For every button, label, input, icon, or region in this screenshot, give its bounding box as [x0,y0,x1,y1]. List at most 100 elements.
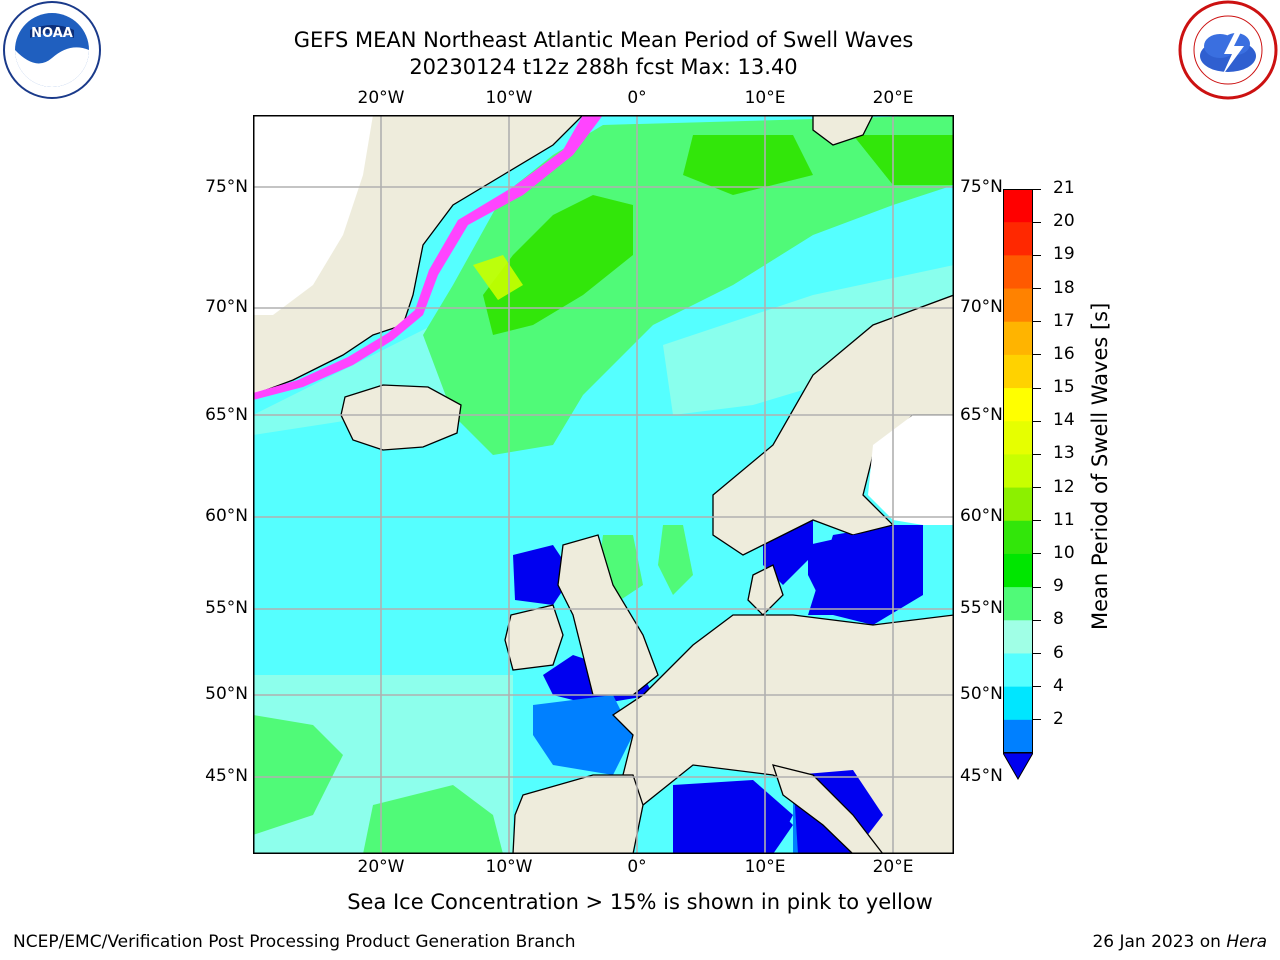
landmass-iberia [512,774,644,854]
colorbar-band [1003,321,1033,356]
swell-region [683,135,813,195]
colorbar-band [1003,288,1033,323]
colorbar-tick-label: 2 [1053,708,1064,729]
colorbar-tick-mark [1033,420,1041,422]
colorbar-band [1003,719,1033,754]
map-panel [253,115,954,854]
lon-label-bottom: 20°W [357,857,405,877]
chart-title: GEFS MEAN Northeast Atlantic Mean Period… [293,28,914,52]
lon-label-top: 20°E [872,88,914,108]
colorbar-tick-label: 9 [1053,576,1064,597]
colorbar-band [1003,587,1033,621]
colorbar-band [1003,553,1033,588]
lon-label-bottom: 10°W [485,857,533,877]
footer-date: 26 Jan 2023 on Hera [1092,932,1267,952]
colorbar-tick-mark [1033,586,1041,588]
chart-subtitle: 20230124 t12z 288h fcst Max: 13.40 [409,55,798,79]
colorbar [1002,189,1034,781]
lat-label-left: 45°N [205,766,248,786]
colorbar-tick-mark [1033,520,1041,522]
colorbar-tick-label: 12 [1053,476,1075,497]
lat-label-left: 65°N [205,405,248,425]
colorbar-tick-mark [1033,387,1041,389]
colorbar-tick-mark [1033,653,1041,654]
landmass-iceland [340,384,462,451]
colorbar-frame [1003,189,1033,753]
colorbar-tick-mark [1033,487,1041,489]
lat-label-right: 50°N [960,684,1003,704]
landmass-svalbard [812,115,874,146]
lat-label-left: 55°N [205,598,248,618]
lat-label-left: 60°N [205,506,248,526]
swell-region [253,715,343,835]
colorbar-band [1003,421,1033,455]
colorbar-tick-label: 4 [1053,675,1064,696]
noaa-logo: NOAA [0,0,104,100]
lon-label-top: 10°W [485,88,533,108]
map-frame [253,115,954,854]
colorbar-band [1003,354,1033,389]
colorbar-tick-mark [1033,453,1041,455]
footer-date-text: 26 Jan 2023 on [1092,932,1227,952]
colorbar-tick-label: 6 [1053,642,1064,663]
graticule [253,115,954,854]
colorbar-tick-mark [1033,188,1041,190]
colorbar-tick-mark [1033,719,1041,721]
lat-label-left: 75°N [205,177,248,197]
colorbar-band [1003,454,1033,489]
lat-label-right: 45°N [960,766,1003,786]
colorbar-tick-label: 14 [1053,410,1075,431]
swell-region [673,795,793,854]
colorbar-tick-label: 16 [1053,343,1075,364]
colorbar-band [1003,487,1033,522]
lat-label-right: 75°N [960,177,1003,197]
landmass-ireland [504,604,564,671]
colorbar-tick-label: 21 [1053,178,1075,198]
lon-label-top: 10°E [744,88,786,108]
colorbar-band [1003,686,1033,721]
lat-label-left: 70°N [205,297,248,317]
colorbar-tick-label: 19 [1053,244,1075,265]
lat-label-right: 60°N [960,506,1003,526]
colorbar-extend-triangle [1002,752,1034,781]
colorbar-band [1003,620,1033,654]
colorbar-tick-label: 8 [1053,609,1064,630]
colorbar-band [1003,189,1033,223]
lon-label-top: 0° [627,88,647,108]
ice-free-land [253,115,373,315]
baltic-sea [808,525,923,615]
swell-region [513,545,573,605]
ice-free-land [868,415,954,525]
colorbar-band [1003,520,1033,555]
colorbar-band [1003,255,1033,290]
swell-region [473,255,523,300]
colorbar-band [1003,653,1033,688]
colorbar-tick-mark [1033,354,1041,356]
colorbar-tick-label: 20 [1053,211,1075,232]
colorbar-tick-mark [1033,221,1041,223]
colorbar-tick-mark [1033,321,1041,323]
colorbar-tick-label: 15 [1053,377,1075,398]
swell-region [663,265,954,415]
colorbar-band [1003,222,1033,256]
colorbar-tick-mark [1033,254,1041,256]
colorbar-tick-label: 10 [1053,542,1075,563]
nws-logo [1176,0,1280,100]
swell-region [853,135,954,185]
swell-region [423,115,954,455]
swell-region [363,785,503,854]
lon-label-bottom: 10°E [744,857,786,877]
colorbar-tick-mark [1033,686,1041,688]
sea-ice-caption: Sea Ice Concentration > 15% is shown in … [347,890,933,914]
colorbar-tick-mark [1033,288,1041,289]
colorbar-tick-mark [1033,553,1041,555]
colorbar-tick-mark [1033,619,1041,621]
colorbar-band [1003,388,1033,422]
lon-label-bottom: 0° [627,857,647,877]
footer-credit: NCEP/EMC/Verification Post Processing Pr… [13,932,576,952]
lat-label-right: 65°N [960,405,1003,425]
swell-region [658,525,693,595]
landmass-italy [772,764,884,854]
lon-label-top: 20°W [357,88,405,108]
footer-machine: Hera [1226,932,1267,952]
